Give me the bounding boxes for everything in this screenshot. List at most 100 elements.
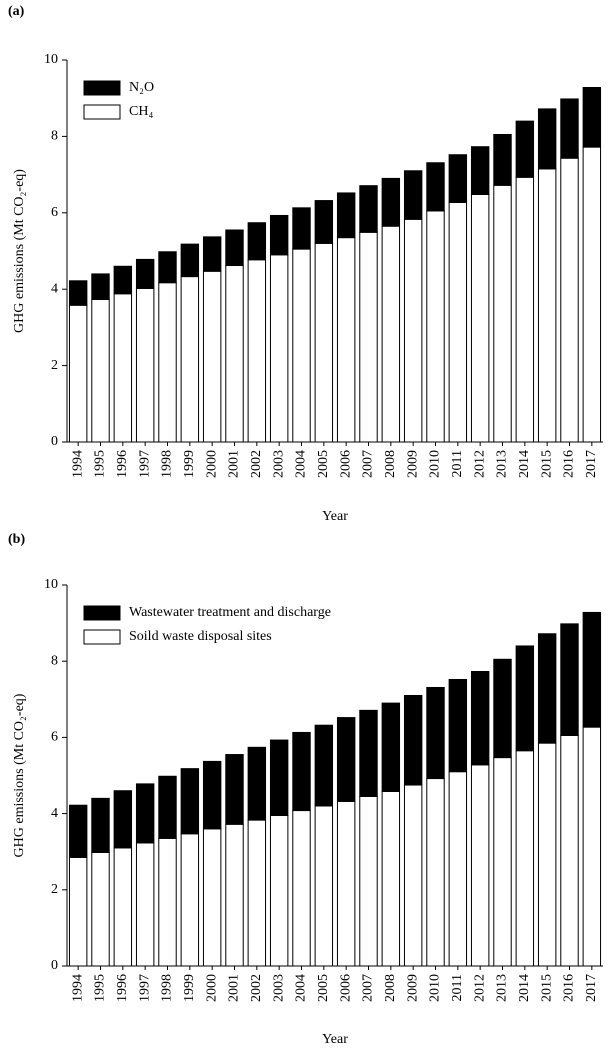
- bar-segment: [68, 804, 88, 858]
- x-tick-label: 1996: [115, 974, 130, 1002]
- bar-segment: [180, 768, 200, 835]
- x-tick-label: 1995: [93, 974, 108, 1002]
- bar-segment: [292, 207, 311, 250]
- x-tick-label: 2007: [361, 450, 376, 478]
- x-tick-label: 1996: [115, 450, 130, 478]
- bar-segment: [336, 800, 356, 967]
- legend-label: N₂O: [129, 80, 154, 95]
- x-tick-label: 2001: [227, 450, 242, 478]
- x-tick-label: 1995: [93, 450, 108, 478]
- x-tick-label: 2013: [495, 974, 510, 1002]
- x-tick-label: 2009: [405, 974, 420, 1002]
- x-tick-label: 2010: [428, 974, 443, 1002]
- bar-segment: [560, 157, 579, 443]
- bar-segment: [515, 645, 535, 752]
- x-tick-label: 2003: [271, 450, 286, 478]
- bar-segment: [68, 856, 88, 967]
- bar-segment: [158, 251, 177, 284]
- bar-segment: [426, 162, 445, 212]
- bar-segment: [403, 784, 423, 967]
- x-tick-label: 2017: [584, 974, 599, 1002]
- bar-segment: [403, 218, 423, 443]
- x-tick-label: 2017: [584, 450, 599, 478]
- y-tick-label: 0: [51, 434, 58, 449]
- bar-segment: [135, 783, 155, 844]
- bar-segment: [493, 658, 512, 759]
- bar-segment: [448, 678, 468, 773]
- legend-swatch: [83, 104, 121, 120]
- bar-segment: [247, 259, 267, 443]
- x-tick-label: 2014: [517, 450, 532, 478]
- x-tick-label: 2000: [204, 450, 219, 478]
- bar-segment: [314, 724, 334, 807]
- bar-segment: [292, 810, 311, 967]
- x-tick-label: 2003: [271, 974, 286, 1002]
- bar-segment: [426, 686, 445, 780]
- bar-segment: [269, 739, 289, 817]
- bar-segment: [292, 731, 311, 812]
- bar-segment: [493, 184, 512, 443]
- x-tick-label: 1999: [182, 450, 197, 478]
- bar-segment: [426, 778, 445, 967]
- bar-segment: [314, 805, 334, 967]
- bar-segment: [582, 611, 602, 728]
- x-tick-label: 2000: [204, 974, 219, 1002]
- bar-segment: [359, 231, 378, 443]
- bar-segment: [314, 242, 334, 443]
- y-tick-label: 4: [51, 281, 58, 296]
- bar-segment: [582, 87, 602, 148]
- y-tick-label: 8: [51, 129, 58, 144]
- y-tick-label: 0: [51, 958, 58, 973]
- bar-segment: [336, 192, 356, 239]
- bar-segment: [158, 282, 177, 443]
- bar-segment: [91, 851, 110, 967]
- bar-segment: [91, 299, 110, 443]
- y-tick-label: 10: [44, 577, 58, 592]
- bar-segment: [493, 757, 512, 967]
- bar-segment: [180, 276, 200, 443]
- bar-segment: [515, 176, 535, 443]
- x-tick-label: 2016: [562, 450, 577, 478]
- x-tick-label: 1994: [70, 974, 85, 1002]
- bar-segment: [470, 764, 490, 967]
- x-tick-label: 2011: [450, 974, 465, 1001]
- bar-segment: [202, 828, 222, 967]
- panel-label: (a): [8, 4, 25, 19]
- bar-segment: [448, 154, 468, 203]
- bar-segment: [403, 170, 423, 220]
- bar-segment: [470, 146, 490, 195]
- x-tick-label: 2002: [249, 974, 264, 1002]
- x-tick-label: 2006: [338, 450, 353, 478]
- bar-segment: [180, 833, 200, 967]
- bar-segment: [359, 185, 378, 233]
- y-axis-label: GHG emissions (Mt CO₂-eq): [12, 169, 27, 333]
- x-axis-label: Year: [322, 1032, 348, 1047]
- x-tick-label: 1998: [160, 450, 175, 478]
- bar-segment: [336, 237, 356, 443]
- bar-segment: [493, 133, 512, 186]
- x-tick-label: 1997: [137, 450, 152, 478]
- y-tick-label: 4: [51, 806, 58, 821]
- bar-segment: [336, 717, 356, 802]
- bar-segment: [91, 797, 110, 853]
- x-tick-label: 2012: [472, 974, 487, 1002]
- y-tick-label: 6: [51, 205, 58, 220]
- bar-segment: [448, 771, 468, 967]
- bar-segment: [135, 258, 155, 289]
- x-tick-label: 2004: [294, 450, 309, 478]
- y-tick-label: 10: [44, 52, 58, 67]
- panel-label: (b): [8, 532, 25, 547]
- bar-segment: [269, 815, 289, 967]
- x-tick-label: 2009: [405, 450, 420, 478]
- bar-segment: [113, 293, 133, 443]
- legend-label: Wastewater treatment and discharge: [129, 605, 331, 620]
- bar-segment: [381, 177, 401, 227]
- bar-segment: [225, 229, 244, 267]
- x-tick-label: 1997: [137, 974, 152, 1002]
- bar-segment: [537, 742, 557, 967]
- bar-segment: [68, 280, 88, 306]
- bar-segment: [202, 760, 222, 830]
- legend-label: CH₄: [129, 104, 153, 119]
- x-tick-label: 2013: [495, 450, 510, 478]
- legend-swatch: [83, 80, 121, 96]
